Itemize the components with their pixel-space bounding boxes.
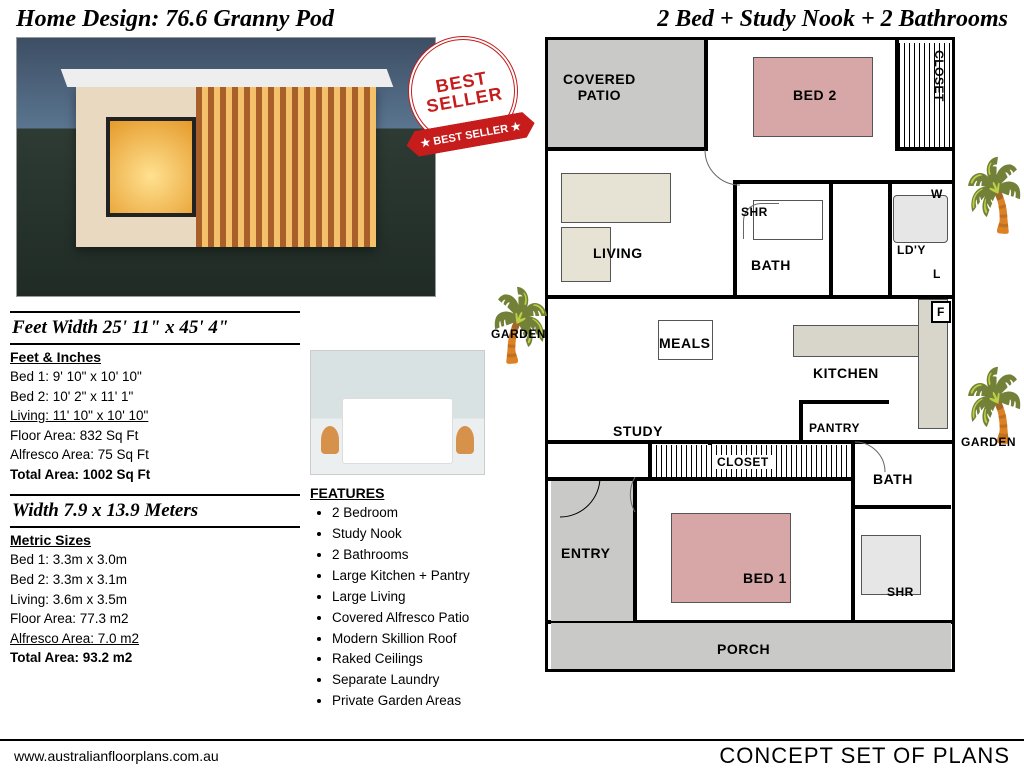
feet-subhead: Feet & Inches bbox=[10, 349, 300, 365]
label-entry: ENTRY bbox=[561, 545, 610, 561]
palm-icon: 🌴 bbox=[960, 155, 1024, 237]
dimension-row: Bed 2: 10' 2" x 11' 1" bbox=[10, 387, 300, 407]
feature-item: 2 Bedroom bbox=[332, 503, 485, 524]
label-living: LIVING bbox=[593, 245, 643, 261]
dimension-row: Alfresco Area: 7.0 m2 bbox=[10, 629, 300, 649]
label-kitchen: KITCHEN bbox=[813, 365, 879, 381]
metric-subhead: Metric Sizes bbox=[10, 532, 300, 548]
label-bed1: BED 1 bbox=[743, 570, 787, 586]
metric-heading: Width 7.9 x 13.9 Meters bbox=[10, 494, 300, 528]
label-shr2: SHR bbox=[887, 585, 914, 599]
dimension-row: Bed 1: 3.3m x 3.0m bbox=[10, 550, 300, 570]
label-ldy: LD'Y bbox=[897, 243, 926, 257]
label-w: W bbox=[931, 187, 943, 201]
feature-item: Large Kitchen + Pantry bbox=[332, 566, 485, 587]
feature-item: Large Living bbox=[332, 587, 485, 608]
label-f: F bbox=[931, 301, 951, 323]
floor-plan: 🌴 🌴 🌴 COVERED PATIO BED 2 CLOSET LIVING … bbox=[493, 37, 1014, 712]
label-closet-top: CLOSET bbox=[932, 50, 946, 102]
dimension-row: Bed 2: 3.3m x 3.1m bbox=[10, 570, 300, 590]
footer-url: www.australianfloorplans.com.au bbox=[14, 748, 219, 764]
label-garden-l: GARDEN bbox=[491, 327, 546, 341]
features-heading: FEATURES bbox=[310, 485, 485, 501]
features-list: 2 BedroomStudy Nook2 BathroomsLarge Kitc… bbox=[310, 503, 485, 712]
dimension-row: Bed 1: 9' 10" x 10' 10" bbox=[10, 367, 300, 387]
label-l: L bbox=[933, 267, 941, 281]
feature-item: Modern Skillion Roof bbox=[332, 629, 485, 650]
dimension-row: Floor Area: 77.3 m2 bbox=[10, 609, 300, 629]
label-bath1: BATH bbox=[751, 257, 791, 273]
metric-rows: Bed 1: 3.3m x 3.0mBed 2: 3.3m x 3.1mLivi… bbox=[10, 550, 300, 667]
dimension-row: Total Area: 93.2 m2 bbox=[10, 648, 300, 668]
exterior-photo bbox=[16, 37, 436, 297]
title-right: 2 Bed + Study Nook + 2 Bathrooms bbox=[657, 6, 1008, 33]
dimension-row: Floor Area: 832 Sq Ft bbox=[10, 426, 300, 446]
feet-heading: Feet Width 25' 11" x 45' 4" bbox=[10, 311, 300, 345]
label-meals: MEALS bbox=[659, 335, 711, 351]
dimension-row: Alfresco Area: 75 Sq Ft bbox=[10, 445, 300, 465]
feature-item: Raked Ceilings bbox=[332, 649, 485, 670]
palm-icon: 🌴 bbox=[486, 285, 556, 367]
feature-item: Private Garden Areas bbox=[332, 691, 485, 712]
dimension-row: Living: 3.6m x 3.5m bbox=[10, 590, 300, 610]
header-bar: Home Design: 76.6 Granny Pod 2 Bed + Stu… bbox=[0, 0, 1024, 37]
footer-bar: www.australianfloorplans.com.au CONCEPT … bbox=[0, 739, 1024, 771]
feature-item: 2 Bathrooms bbox=[332, 545, 485, 566]
bedroom-photo bbox=[310, 350, 485, 475]
label-covered-patio: COVERED PATIO bbox=[563, 71, 636, 103]
label-study: STUDY bbox=[613, 423, 663, 439]
title-left: Home Design: 76.6 Granny Pod bbox=[16, 6, 334, 33]
feature-item: Separate Laundry bbox=[332, 670, 485, 691]
label-bath2: BATH bbox=[873, 471, 913, 487]
feature-item: Covered Alfresco Patio bbox=[332, 608, 485, 629]
dimensions-column: Feet Width 25' 11" x 45' 4" Feet & Inche… bbox=[10, 305, 300, 712]
features-column: FEATURES 2 BedroomStudy Nook2 BathroomsL… bbox=[310, 305, 485, 712]
feet-rows: Bed 1: 9' 10" x 10' 10"Bed 2: 10' 2" x 1… bbox=[10, 367, 300, 484]
label-pantry: PANTRY bbox=[809, 421, 860, 435]
label-shr1: SHR bbox=[741, 205, 768, 219]
dimension-row: Total Area: 1002 Sq Ft bbox=[10, 465, 300, 485]
label-garden-r: GARDEN bbox=[961, 435, 1016, 449]
label-porch: PORCH bbox=[717, 641, 770, 657]
dimension-row: Living: 11' 10" x 10' 10" bbox=[10, 406, 300, 426]
feature-item: Study Nook bbox=[332, 524, 485, 545]
footer-brand: CONCEPT SET OF PLANS bbox=[719, 743, 1010, 769]
label-bed2: BED 2 bbox=[793, 87, 837, 103]
label-closet-mid: CLOSET bbox=[713, 455, 773, 469]
